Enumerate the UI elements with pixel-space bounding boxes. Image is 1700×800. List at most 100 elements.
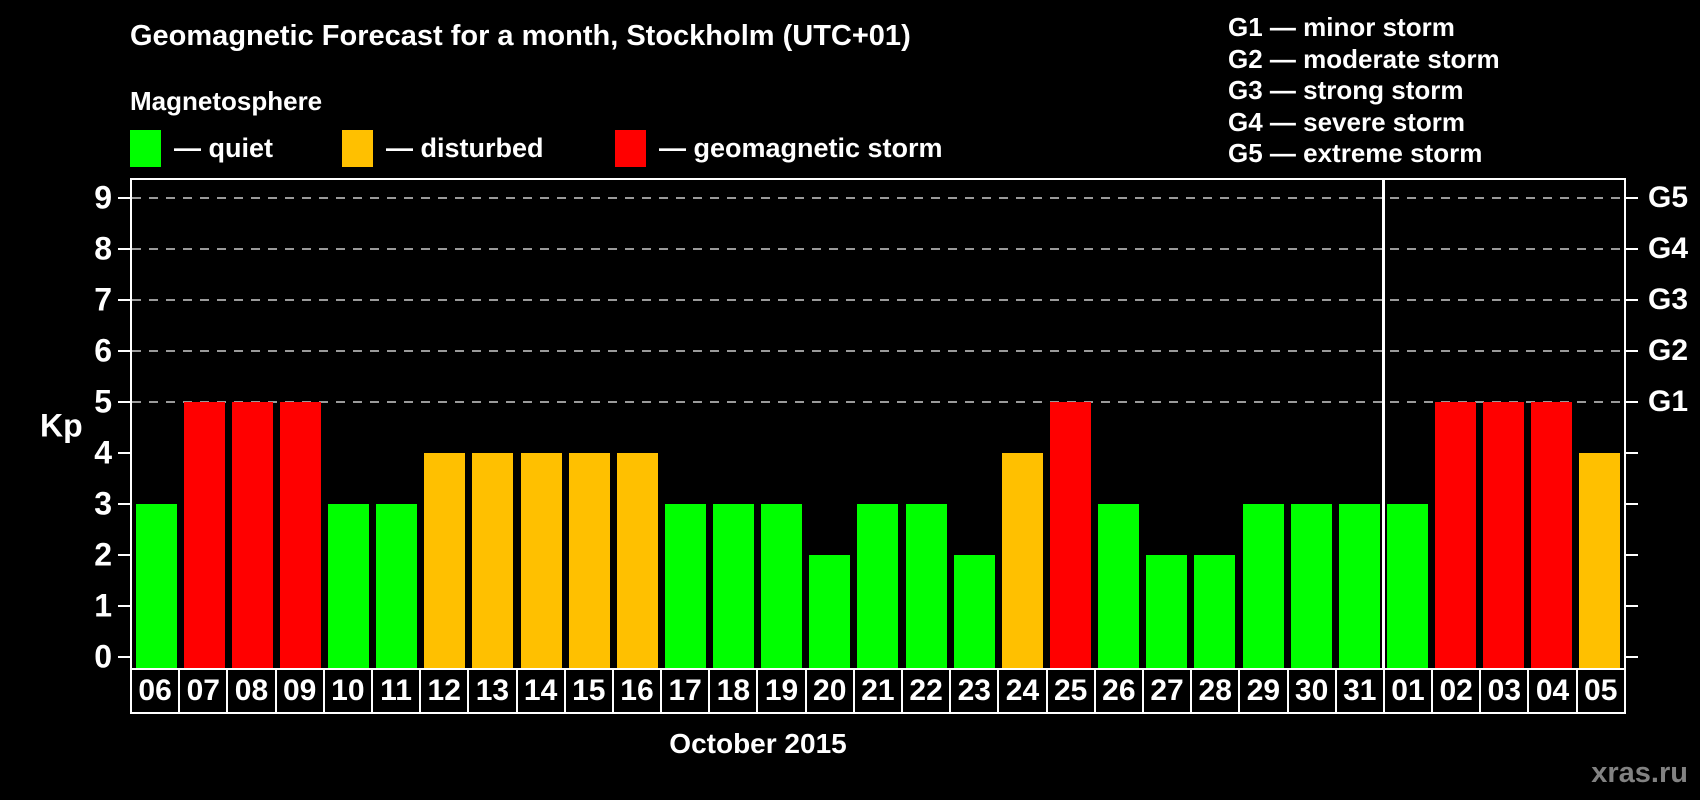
day-label-28: 28: [1192, 670, 1241, 712]
gridline-kp9: [132, 197, 1624, 199]
day-label-26: 26: [1096, 670, 1144, 712]
right-axis-tick-9: [1624, 197, 1638, 199]
right-axis-tick-4: [1624, 452, 1638, 454]
x-axis-day-labels: 06 07 08 09 10 11 12 13 14 15 16 17 18 19 20 21 22 23 24 25…: [130, 668, 1626, 714]
bar-day-14: [520, 453, 562, 668]
disturbed-swatch: [342, 129, 373, 167]
bar-day-01: [1386, 504, 1428, 668]
bar-day-09: [279, 402, 321, 668]
bar-day-27: [1146, 555, 1188, 668]
bar-day-18: [713, 504, 755, 668]
day-label-16: 16: [614, 670, 663, 712]
bar-day-17: [664, 504, 706, 668]
bar-day-19: [761, 504, 803, 668]
right-axis-tick-3: [1624, 503, 1638, 505]
bar-day-29: [1242, 504, 1284, 668]
bar-day-26: [1098, 504, 1140, 668]
day-label-17: 17: [662, 670, 711, 712]
bar-day-05: [1579, 453, 1621, 668]
bar-day-30: [1290, 504, 1332, 668]
day-label-10: 10: [325, 670, 373, 712]
bar-day-28: [1194, 555, 1236, 668]
day-label-07: 07: [180, 670, 229, 712]
right-axis-tick-0: [1624, 656, 1638, 658]
day-label-24: 24: [999, 670, 1048, 712]
right-axis-tick-2: [1624, 554, 1638, 556]
day-label-05: 05: [1584, 674, 1618, 707]
day-label-14: 14: [518, 670, 566, 712]
day-label-25: 25: [1048, 670, 1096, 712]
legend-item-disturbed: — disturbed: [342, 126, 544, 170]
g-scale-item-3: G3 — strong storm: [1228, 75, 1464, 105]
kp-axis-label: Kp: [40, 407, 83, 444]
day-label-23: 23: [951, 670, 1000, 712]
bar-day-25: [1050, 402, 1092, 668]
day-label-29: 29: [1240, 670, 1289, 712]
y-axis-tick-2: [118, 554, 132, 556]
y-axis-label-9: 9: [94, 179, 112, 216]
day-label-03: 03: [1481, 670, 1530, 712]
month-separator-line: [1381, 180, 1385, 668]
y-axis-tick-6: [118, 350, 132, 352]
gridline-kp6: [132, 350, 1624, 352]
bar-day-12: [424, 453, 466, 668]
g-scale-item-2: G2 — moderate storm: [1228, 43, 1500, 74]
y-axis-label-1: 1: [94, 587, 112, 624]
day-label-06: 06: [132, 670, 181, 712]
day-label-22: 22: [903, 670, 952, 712]
watermark: xras.ru: [1591, 757, 1688, 789]
y-axis-label-2: 2: [94, 536, 112, 573]
legend-item-quiet: — quiet: [130, 126, 273, 170]
bar-day-03: [1483, 402, 1525, 668]
day-label-21: 21: [855, 670, 903, 712]
bar-day-11: [376, 504, 418, 668]
legend-label-storm: — geomagnetic storm: [659, 132, 943, 163]
x-axis-title: October 2015: [669, 728, 847, 759]
page-title: Geomagnetic Forecast for a month, Stockh…: [130, 20, 911, 52]
bar-day-13: [472, 453, 514, 668]
bar-day-31: [1338, 504, 1380, 668]
g-axis-label-G3: G3: [1648, 283, 1689, 316]
plot-frame: [130, 178, 1626, 668]
bar-day-15: [568, 453, 610, 668]
right-axis-tick-8: [1624, 248, 1638, 250]
day-label-19: 19: [758, 670, 807, 712]
gridline-kp7: [132, 299, 1624, 301]
bar-day-21: [857, 504, 899, 668]
y-axis-tick-8: [118, 248, 132, 250]
right-axis-tick-5: [1624, 401, 1638, 403]
g-axis-label-G4: G4: [1648, 232, 1689, 265]
legend-label-disturbed: — disturbed: [386, 132, 544, 163]
quiet-swatch: [130, 129, 161, 167]
day-label-12: 12: [421, 670, 470, 712]
y-axis-label-4: 4: [94, 434, 112, 471]
day-label-04: 04: [1529, 670, 1578, 712]
subtitle-magnetosphere: Magnetosphere: [130, 86, 323, 116]
y-axis-label-8: 8: [94, 230, 112, 267]
day-label-20: 20: [807, 670, 855, 712]
right-axis-tick-1: [1624, 605, 1638, 607]
bar-day-06: [135, 504, 177, 668]
legend-item-storm: — geomagnetic storm: [615, 126, 943, 170]
y-axis-label-7: 7: [94, 281, 112, 318]
bar-day-08: [231, 402, 273, 668]
y-axis-label-0: 0: [94, 638, 112, 675]
right-axis-tick-6: [1624, 350, 1638, 352]
storm-swatch: [615, 129, 646, 167]
gridline-kp5: [132, 401, 1624, 403]
day-label-13: 13: [469, 670, 518, 712]
bar-day-23: [953, 555, 995, 668]
day-label-31: 31: [1337, 670, 1385, 712]
y-axis-tick-0: [118, 656, 132, 658]
y-axis-tick-5: [118, 401, 132, 403]
day-label-09: 09: [277, 670, 325, 712]
y-axis-label-5: 5: [94, 383, 112, 420]
y-axis-tick-3: [118, 503, 132, 505]
y-axis-tick-4: [118, 452, 132, 454]
day-label-11: 11: [373, 670, 422, 712]
y-axis-tick-1: [118, 605, 132, 607]
gridline-kp8: [132, 248, 1624, 250]
legend-label-quiet: — quiet: [174, 132, 273, 163]
bar-day-16: [616, 453, 658, 668]
